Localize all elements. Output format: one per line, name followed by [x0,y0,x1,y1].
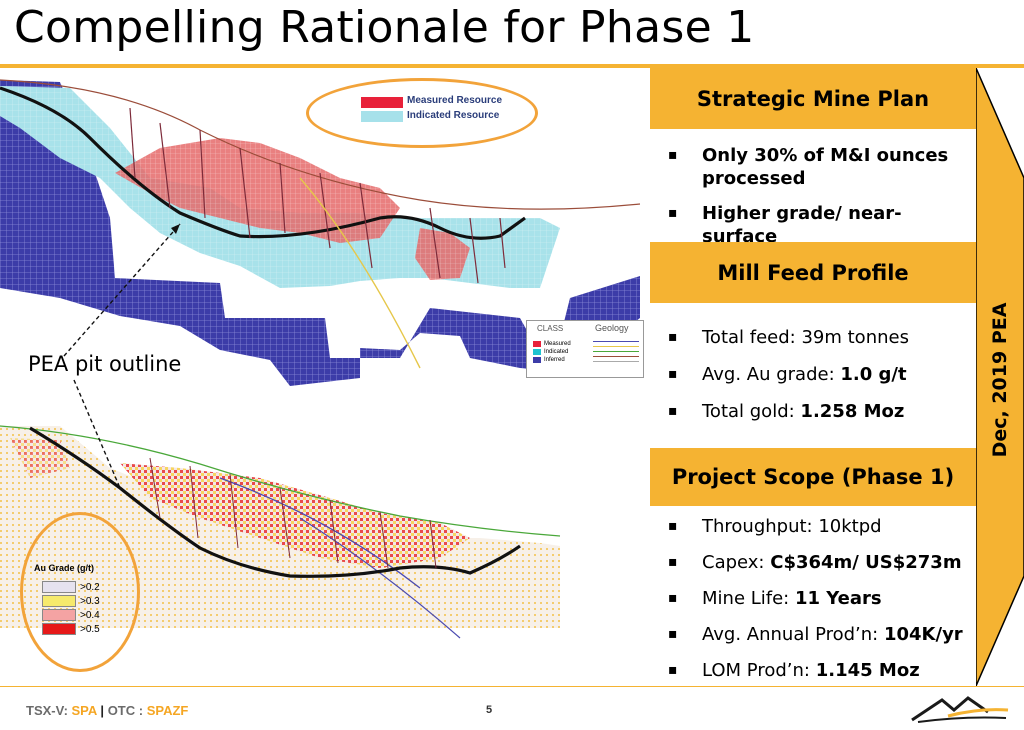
page-title: Compelling Rationale for Phase 1 [14,2,755,53]
mill-bullets: Total feed: 39m tonnes Avg. Au grade: 1.… [650,326,976,423]
class-geology-legend: CLASS Geology Measured Indicated Inferre… [526,320,644,378]
strategic-mine-plan-header: Strategic Mine Plan [650,68,976,129]
indicated-label: Indicated Resource [407,110,500,121]
scope-bullet-1: Throughput: 10ktpd [668,515,976,538]
scope-bullet-3: Mine Life: 11 Years [668,587,976,610]
exchange-otc: OTC : [107,703,147,718]
class-item-inferred: Inferred [533,357,565,363]
pea-pit-outline-label: PEA pit outline [28,352,182,376]
class-item-indicated: Indicated [533,349,568,355]
indicated-swatch [361,111,403,122]
scope-bullet-4: Avg. Annual Prod’n: 104K/yr [668,623,976,646]
ticker-spazf: SPAZF [146,703,189,718]
class-title: CLASS [537,324,564,333]
page-number: 5 [486,704,493,716]
measured-label: Measured Resource [407,95,503,106]
geology-lines [593,337,639,366]
au-grade-title: Au Grade (g/t) [34,563,94,573]
mill-bullet-2: Avg. Au grade: 1.0 g/t [668,363,976,386]
mill-bullet-3: Total gold: 1.258 Moz [668,400,976,423]
rationale-panel: Strategic Mine Plan Only 30% of M&I ounc… [650,68,976,686]
geology-title: Geology [595,323,629,333]
class-item-measured: Measured [533,341,571,347]
exchange-tsxv: TSX-V: [26,703,72,718]
strategic-bullet-1: Only 30% of M&I ounces processed [668,144,976,190]
measured-swatch [361,97,403,108]
footer-rule [0,686,1024,687]
ticker-spa: SPA [71,703,97,718]
pea-date-label: Dec, 2019 PEA [989,302,1011,458]
scope-bullets: Throughput: 10ktpd Capex: C$364m/ US$273… [650,515,976,682]
project-scope-header: Project Scope (Phase 1) [650,448,976,506]
scope-bullet-2: Capex: C$364m/ US$273m [668,551,976,574]
grade-row-4: >0.5 [42,623,100,635]
pea-timeline-arrow [976,68,1024,686]
cross-section-figure: PEA pit outline Measured Resource Indica… [0,68,650,686]
ticker-separator: | [96,703,108,718]
cross-section-graphic [0,79,641,639]
scope-bullet-5: LOM Prod’n: 1.145 Moz [668,659,976,682]
title-underline [0,64,1024,68]
au-grade-legend-oval [20,512,140,672]
company-logo-icon [911,696,1009,723]
grade-row-1: >0.2 [42,581,100,593]
grade-row-3: >0.4 [42,609,100,621]
ticker-info: TSX-V: SPA | OTC : SPAZF [26,703,188,718]
mill-feed-profile-header: Mill Feed Profile [650,242,976,303]
grade-row-2: >0.3 [42,595,100,607]
strategic-bullets: Only 30% of M&I ounces processed Higher … [650,144,976,248]
resource-legend: Measured Resource Indicated Resource [306,78,538,148]
strategic-bullet-2: Higher grade/ near-surface [668,202,976,248]
mill-bullet-1: Total feed: 39m tonnes [668,326,976,349]
